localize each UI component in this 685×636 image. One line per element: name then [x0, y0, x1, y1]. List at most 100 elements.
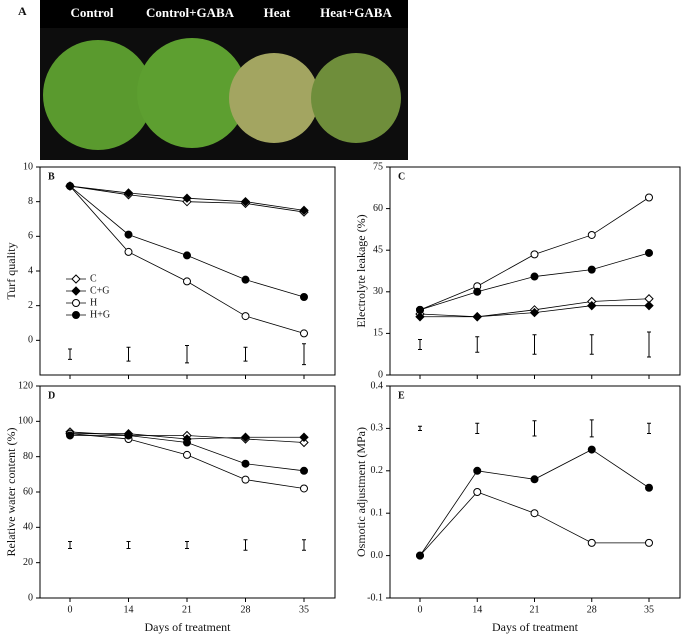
x-tick-label: 0 — [68, 604, 73, 615]
legend-marker — [71, 286, 81, 296]
lsd-bar — [647, 422, 651, 434]
marker — [241, 275, 250, 284]
series-line — [419, 252, 650, 311]
marker — [587, 265, 596, 274]
legend-marker — [72, 299, 80, 307]
y-tick-label: 60 — [373, 203, 383, 214]
y-axis-label: Turf quality — [4, 242, 18, 299]
legend-label: H+G — [90, 309, 110, 320]
marker — [530, 509, 539, 518]
marker — [183, 438, 191, 447]
y-tick-label: -0.1 — [367, 592, 383, 603]
lsd-bar — [68, 540, 72, 550]
lsd-bar — [243, 539, 248, 551]
lsd-bar — [475, 336, 480, 353]
y-tick-label: 6 — [28, 231, 33, 242]
marker — [300, 293, 308, 301]
marker — [416, 305, 424, 314]
marker — [241, 475, 250, 484]
y-tick-label: 75 — [373, 161, 383, 172]
turf-heat — [229, 53, 319, 143]
marker — [416, 551, 424, 560]
y-tick-label: 100 — [18, 416, 33, 427]
marker — [300, 329, 308, 338]
marker — [299, 205, 309, 216]
lsd-bar — [68, 348, 72, 360]
plot-frame — [39, 385, 336, 599]
turf-control — [43, 40, 153, 150]
marker — [587, 300, 597, 311]
marker — [66, 431, 74, 440]
x-tick-label: 14 — [472, 604, 482, 615]
y-axis-label: Osmotic adjustment (MPa) — [354, 427, 368, 557]
lsd-bar — [532, 420, 537, 437]
marker — [472, 312, 482, 322]
legend-label: C+G — [90, 285, 110, 296]
series-line — [419, 491, 649, 556]
panel-label: A — [18, 4, 27, 18]
turf-heat-gaba — [311, 53, 401, 143]
y-axis-label: Relative water content (%) — [4, 428, 18, 557]
panel-label: C — [398, 171, 405, 182]
marker — [529, 307, 540, 318]
lsd-bar — [418, 425, 422, 432]
lsd-bar — [532, 334, 537, 355]
lsd-bar — [589, 334, 594, 355]
marker — [299, 437, 309, 448]
lsd-bar — [185, 345, 189, 364]
marker — [645, 483, 653, 492]
marker — [240, 432, 251, 442]
plot-frame — [389, 385, 681, 599]
legend-label: H — [90, 297, 97, 308]
marker — [473, 488, 482, 496]
y-tick-label: 0 — [378, 369, 383, 380]
marker — [183, 277, 191, 286]
marker — [241, 312, 250, 321]
y-tick-label: 40 — [23, 522, 33, 533]
lsd-bar — [126, 540, 131, 550]
lsd-bar — [185, 540, 189, 550]
marker — [182, 193, 192, 203]
y-tick-label: 45 — [373, 244, 383, 255]
lsd-bar — [418, 339, 422, 350]
marker — [123, 188, 134, 198]
marker — [530, 272, 539, 281]
panel-label: B — [48, 171, 55, 182]
marker — [473, 287, 482, 296]
marker — [530, 250, 539, 259]
marker — [473, 466, 482, 475]
y-tick-label: 0.0 — [371, 550, 384, 561]
y-tick-label: 4 — [28, 265, 33, 276]
x-tick-label: 0 — [418, 604, 423, 615]
marker — [240, 196, 251, 207]
marker — [587, 538, 596, 547]
lsd-bar — [647, 331, 651, 358]
y-tick-label: 80 — [23, 451, 33, 462]
marker — [300, 484, 308, 493]
x-axis-label: Days of treatment — [145, 620, 232, 634]
photo-label: Heat — [264, 5, 291, 20]
legend-label: C — [90, 273, 97, 284]
x-axis-label: Days of treatment — [492, 620, 579, 634]
x-tick-label: 35 — [644, 604, 654, 615]
y-tick-label: 60 — [23, 486, 33, 497]
marker — [645, 193, 653, 202]
marker — [645, 538, 653, 547]
x-tick-label: 21 — [530, 604, 540, 615]
lsd-bar — [302, 539, 306, 551]
x-tick-label: 14 — [124, 604, 134, 615]
photo-label: Control+GABA — [146, 5, 235, 20]
photo-label: Control — [70, 5, 113, 20]
marker — [645, 248, 653, 257]
marker — [183, 450, 191, 459]
y-tick-label: 8 — [28, 196, 33, 207]
x-tick-label: 28 — [241, 604, 251, 615]
lsd-bar — [126, 346, 131, 362]
y-tick-label: 15 — [373, 328, 383, 339]
x-tick-label: 28 — [587, 604, 597, 615]
marker — [587, 230, 596, 239]
series-line — [419, 449, 650, 556]
photo-header — [40, 0, 408, 28]
lsd-bar — [243, 346, 248, 362]
